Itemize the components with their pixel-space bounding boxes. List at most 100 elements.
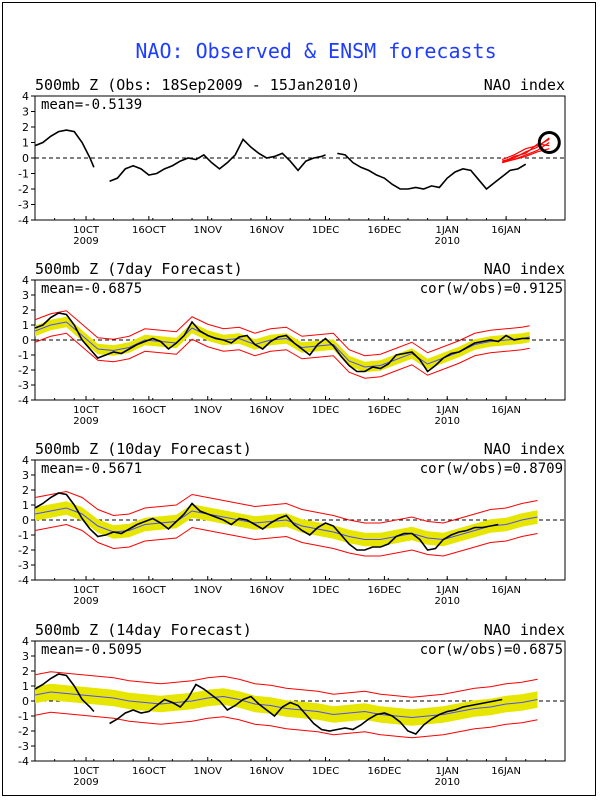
ensemble-lower-envelope	[34, 332, 530, 379]
y-tick-label: -1	[18, 710, 29, 723]
x-tick-label: 1JAN	[435, 766, 458, 777]
observed-series-line	[34, 673, 95, 713]
x-tick-label: 16JAN	[491, 766, 521, 777]
ensemble-lower-envelope	[34, 523, 538, 557]
x-tick-label: 16OCT	[132, 405, 167, 416]
x-tick-label: 16DEC	[368, 405, 402, 416]
x-tick-label: 16NOV	[249, 585, 284, 596]
figure-title: NAO: Observed & ENSM forecasts	[135, 39, 496, 63]
y-tick-label: -4	[18, 394, 29, 407]
panel-right-label: NAO index	[484, 260, 565, 278]
x-tick-label: 16NOV	[249, 766, 284, 777]
mean-label: mean=-0.5095	[41, 642, 142, 658]
chart-panel-3: 500mb Z (10day Forecast) NAO index 4 3 2 1 0 -1…	[18, 440, 566, 607]
observed-series-line	[34, 129, 95, 168]
correlation-label: cor(w/obs)=0.6875	[420, 642, 563, 658]
x-tick-label: 1NOV	[194, 766, 223, 777]
y-tick-label: 0	[22, 514, 29, 527]
x-tick-label: 16DEC	[368, 585, 402, 596]
y-tick-label: 4	[22, 454, 29, 467]
y-tick-label: 4	[22, 274, 29, 287]
x-tick-label: 16JAN	[491, 405, 521, 416]
correlation-label: cor(w/obs)=0.8709	[420, 461, 563, 477]
observed-series-line	[337, 152, 527, 191]
x-tick-label: 1NOV	[194, 225, 223, 236]
panels: 500mb Z (Obs: 18Sep2009 - 15Jan2010) NAO …	[18, 76, 566, 788]
x-tick-label: 16JAN	[491, 225, 521, 236]
x-tick-label: 10CT	[73, 585, 100, 596]
y-tick-label: 1	[22, 499, 29, 512]
observed-series-line	[34, 312, 530, 373]
panel-right-label: NAO index	[484, 440, 565, 458]
y-tick-label: 2	[22, 121, 29, 134]
x-tick-label: 16OCT	[132, 585, 167, 596]
y-tick-label: -2	[18, 544, 29, 557]
x-tick-label: 16DEC	[368, 225, 402, 236]
y-tick-label: 1	[22, 137, 29, 150]
chart-panel-4: 500mb Z (14day Forecast) NAO index 4 3 2 1 0 -1…	[18, 621, 566, 788]
y-tick-label: -4	[18, 755, 29, 768]
ensemble-upper-envelope	[34, 490, 538, 524]
x-tick-label: 16JAN	[491, 585, 521, 596]
correlation-label: cor(w/obs)=0.9125	[420, 281, 563, 297]
x-tick-year-label: 2010	[434, 236, 459, 247]
panel-right-label: NAO index	[484, 621, 565, 639]
panel-title: 500mb Z (7day Forecast)	[35, 260, 243, 278]
ensemble-upper-envelope	[34, 310, 530, 357]
x-tick-label: 16DEC	[368, 766, 402, 777]
x-tick-label: 1DEC	[312, 225, 339, 236]
panel-title: 500mb Z (14day Forecast)	[35, 621, 252, 639]
mean-label: mean=-0.6875	[41, 281, 142, 297]
mean-label: mean=-0.5671	[41, 461, 142, 477]
ensemble-spread-band	[35, 316, 530, 373]
x-tick-label: 10CT	[73, 225, 100, 236]
x-tick-year-label: 2009	[73, 777, 98, 788]
x-tick-label: 1DEC	[312, 766, 339, 777]
marker-circle	[537, 131, 561, 154]
x-tick-label: 1DEC	[312, 585, 339, 596]
y-tick-label: 3	[22, 289, 29, 302]
x-tick-label: 1NOV	[194, 585, 223, 596]
x-tick-label: 16OCT	[132, 766, 167, 777]
ensemble-lower-envelope	[34, 711, 538, 739]
x-tick-year-label: 2009	[73, 416, 98, 427]
forecast-member-line	[501, 143, 550, 164]
x-tick-label: 10CT	[73, 766, 100, 777]
y-tick-label: 3	[22, 106, 29, 119]
panel-right-label: NAO index	[484, 76, 565, 94]
ensemble-upper-envelope	[34, 671, 538, 698]
y-tick-label: 0	[22, 695, 29, 708]
x-tick-year-label: 2009	[73, 596, 98, 607]
y-tick-label: 4	[22, 90, 29, 103]
y-tick-label: -3	[18, 379, 29, 392]
ensemble-mean-line	[34, 691, 538, 719]
x-tick-label: 16NOV	[249, 405, 284, 416]
x-tick-label: 16NOV	[249, 225, 284, 236]
y-tick-label: 1	[22, 319, 29, 332]
y-tick-label: 2	[22, 304, 29, 317]
panel-title: 500mb Z (Obs: 18Sep2009 - 15Jan2010)	[35, 76, 360, 94]
mean-label: mean=-0.5139	[41, 97, 142, 113]
y-tick-label: -1	[18, 349, 29, 362]
ensemble-mean-line	[34, 321, 530, 368]
x-tick-year-label: 2009	[73, 236, 98, 247]
y-tick-label: -3	[18, 740, 29, 753]
chart-panel-1: 500mb Z (Obs: 18Sep2009 - 15Jan2010) NAO …	[18, 76, 566, 247]
observed-series-line	[34, 492, 499, 551]
y-tick-label: 0	[22, 334, 29, 347]
x-tick-year-label: 2010	[434, 416, 459, 427]
y-tick-label: -3	[18, 199, 29, 212]
forecast-member-line	[501, 138, 550, 161]
y-tick-label: -4	[18, 574, 29, 587]
y-tick-label: 3	[22, 650, 29, 663]
y-tick-label: 0	[22, 152, 29, 165]
x-tick-label: 1JAN	[435, 585, 458, 596]
ensemble-spread-band	[35, 501, 538, 547]
y-tick-label: 2	[22, 665, 29, 678]
panel-title: 500mb Z (10day Forecast)	[35, 440, 252, 458]
y-tick-label: 1	[22, 680, 29, 693]
x-tick-label: 1DEC	[312, 405, 339, 416]
ensemble-mean-line	[34, 507, 538, 541]
